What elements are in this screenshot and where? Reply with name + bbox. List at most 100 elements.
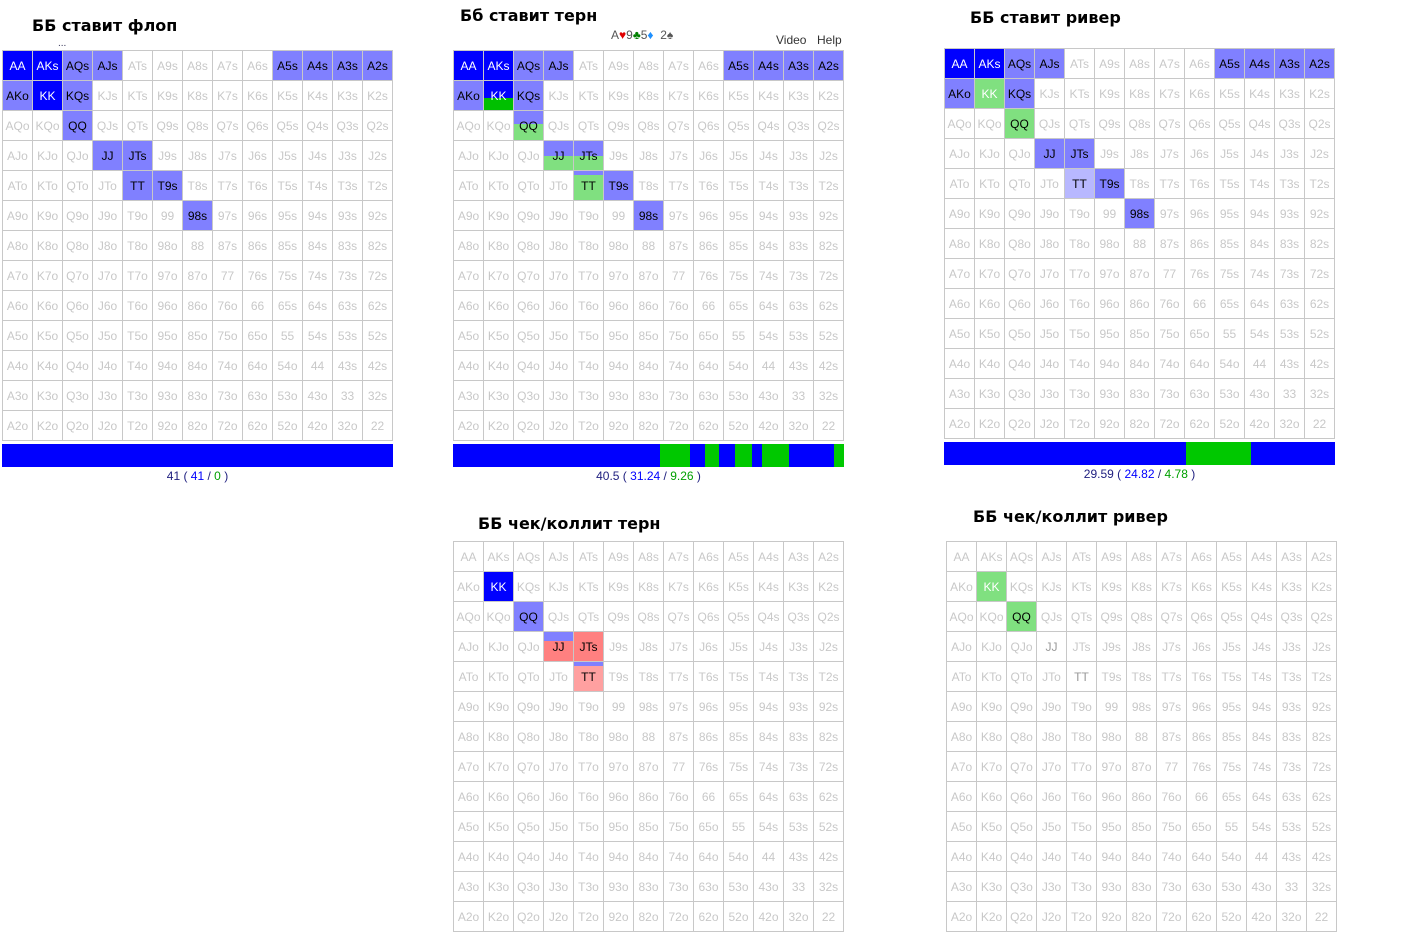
hand-cell-AQs[interactable]: AQs [513, 541, 544, 572]
hand-cell-J3o[interactable]: J3o [1034, 378, 1065, 409]
hand-cell-Q3o[interactable]: Q3o [1006, 871, 1037, 902]
hand-cell-54s[interactable]: 54s [753, 320, 784, 351]
hand-cell-A5s[interactable]: A5s [1214, 48, 1245, 79]
hand-cell-AQo[interactable]: AQo [453, 601, 484, 632]
hand-cell-Q2s[interactable]: Q2s [1304, 108, 1335, 139]
hand-cell-J6o[interactable]: J6o [543, 290, 574, 321]
hand-cell-Q6o[interactable]: Q6o [513, 781, 544, 812]
hand-cell-Q5s[interactable]: Q5s [272, 110, 303, 141]
hand-cell-97o[interactable]: 97o [603, 260, 634, 291]
hand-cell-J8s[interactable]: J8s [633, 140, 664, 171]
hand-cell-JTo[interactable]: JTo [543, 170, 574, 201]
hand-cell-97s[interactable]: 97s [212, 200, 243, 231]
hand-cell-95s[interactable]: 95s [723, 691, 754, 722]
hand-cell-K5o[interactable]: K5o [32, 320, 63, 351]
hand-cell-54s[interactable]: 54s [1244, 318, 1275, 349]
hand-cell-K3o[interactable]: K3o [32, 380, 63, 411]
hand-cell-K4s[interactable]: K4s [302, 80, 333, 111]
hand-cell-53o[interactable]: 53o [723, 380, 754, 411]
hand-cell-K4o[interactable]: K4o [974, 348, 1005, 379]
hand-cell-K6o[interactable]: K6o [32, 290, 63, 321]
hand-cell-T5s[interactable]: T5s [1214, 168, 1245, 199]
hand-cell-T2s[interactable]: T2s [813, 661, 844, 692]
hand-cell-Q6o[interactable]: Q6o [1006, 781, 1037, 812]
hand-cell-Q8o[interactable]: Q8o [513, 230, 544, 261]
hand-cell-J7s[interactable]: J7s [212, 140, 243, 171]
hand-cell-KTo[interactable]: KTo [32, 170, 63, 201]
hand-cell-63o[interactable]: 63o [1186, 871, 1217, 902]
hand-cell-AJo[interactable]: AJo [944, 138, 975, 169]
hand-cell-43o[interactable]: 43o [1246, 871, 1277, 902]
hand-cell-Q8o[interactable]: Q8o [1006, 721, 1037, 752]
hand-cell-Q6o[interactable]: Q6o [513, 290, 544, 321]
hand-cell-KK[interactable]: KK [976, 571, 1007, 602]
hand-cell-A4s[interactable]: A4s [1244, 48, 1275, 79]
hand-cell-62s[interactable]: 62s [813, 290, 844, 321]
hand-cell-77[interactable]: 77 [663, 751, 694, 782]
hand-cell-JJ[interactable]: JJ [1036, 631, 1067, 662]
hand-cell-A7s[interactable]: A7s [663, 50, 694, 81]
hand-cell-T6s[interactable]: T6s [242, 170, 273, 201]
hand-cell-J9s[interactable]: J9s [1096, 631, 1127, 662]
hand-cell-Q7o[interactable]: Q7o [513, 751, 544, 782]
hand-cell-Q5o[interactable]: Q5o [1004, 318, 1035, 349]
hand-cell-66[interactable]: 66 [1186, 781, 1217, 812]
hand-cell-K8o[interactable]: K8o [483, 230, 514, 261]
hand-cell-A4s[interactable]: A4s [1246, 541, 1277, 572]
hand-cell-32o[interactable]: 32o [332, 410, 363, 441]
hand-cell-JTo[interactable]: JTo [1034, 168, 1065, 199]
hand-cell-J5s[interactable]: J5s [723, 631, 754, 662]
hand-cell-A4o[interactable]: A4o [453, 350, 484, 381]
hand-cell-KQs[interactable]: KQs [513, 571, 544, 602]
hand-cell-A5s[interactable]: A5s [723, 541, 754, 572]
hand-cell-T4s[interactable]: T4s [1246, 661, 1277, 692]
hand-cell-42o[interactable]: 42o [1244, 408, 1275, 439]
hand-cell-K9o[interactable]: K9o [483, 200, 514, 231]
hand-cell-43s[interactable]: 43s [783, 841, 814, 872]
hand-cell-K6s[interactable]: K6s [1184, 78, 1215, 109]
hand-cell-99[interactable]: 99 [1096, 691, 1127, 722]
hand-cell-52s[interactable]: 52s [813, 320, 844, 351]
hand-cell-AJs[interactable]: AJs [543, 50, 574, 81]
hand-cell-KJo[interactable]: KJo [976, 631, 1007, 662]
hand-cell-96s[interactable]: 96s [693, 200, 724, 231]
hand-cell-Q2s[interactable]: Q2s [813, 110, 844, 141]
hand-cell-97s[interactable]: 97s [1156, 691, 1187, 722]
hand-cell-64o[interactable]: 64o [693, 841, 724, 872]
hand-cell-JJ[interactable]: JJ [543, 631, 574, 662]
hand-cell-32s[interactable]: 32s [1306, 871, 1337, 902]
hand-cell-TT[interactable]: TT [1066, 661, 1097, 692]
hand-cell-97s[interactable]: 97s [663, 691, 694, 722]
hand-cell-84o[interactable]: 84o [633, 350, 664, 381]
hand-cell-Q5o[interactable]: Q5o [513, 320, 544, 351]
hand-cell-92s[interactable]: 92s [1306, 691, 1337, 722]
hand-cell-KJs[interactable]: KJs [1036, 571, 1067, 602]
hand-cell-J9o[interactable]: J9o [543, 691, 574, 722]
hand-cell-K9s[interactable]: K9s [1094, 78, 1125, 109]
hand-cell-86o[interactable]: 86o [182, 290, 213, 321]
hand-cell-Q4s[interactable]: Q4s [753, 110, 784, 141]
hand-cell-T8o[interactable]: T8o [573, 230, 604, 261]
hand-cell-42s[interactable]: 42s [1306, 841, 1337, 872]
hand-cell-A2o[interactable]: A2o [944, 408, 975, 439]
hand-cell-72s[interactable]: 72s [813, 260, 844, 291]
hand-cell-K5s[interactable]: K5s [723, 80, 754, 111]
hand-cell-87o[interactable]: 87o [633, 260, 664, 291]
hand-cell-64s[interactable]: 64s [1244, 288, 1275, 319]
hand-cell-T3o[interactable]: T3o [1064, 378, 1095, 409]
hand-cell-76o[interactable]: 76o [1154, 288, 1185, 319]
hand-cell-A9s[interactable]: A9s [603, 50, 634, 81]
hand-cell-AQs[interactable]: AQs [62, 50, 93, 81]
hand-cell-96o[interactable]: 96o [1094, 288, 1125, 319]
hand-cell-A8o[interactable]: A8o [946, 721, 977, 752]
hand-cell-52s[interactable]: 52s [1304, 318, 1335, 349]
hand-cell-94s[interactable]: 94s [753, 691, 784, 722]
hand-cell-85s[interactable]: 85s [1216, 721, 1247, 752]
hand-cell-33[interactable]: 33 [783, 871, 814, 902]
hand-cell-J9s[interactable]: J9s [152, 140, 183, 171]
hand-cell-KQs[interactable]: KQs [1004, 78, 1035, 109]
hand-cell-Q4o[interactable]: Q4o [1004, 348, 1035, 379]
hand-cell-Q4s[interactable]: Q4s [1246, 601, 1277, 632]
hand-cell-K3o[interactable]: K3o [974, 378, 1005, 409]
hand-cell-22[interactable]: 22 [1304, 408, 1335, 439]
